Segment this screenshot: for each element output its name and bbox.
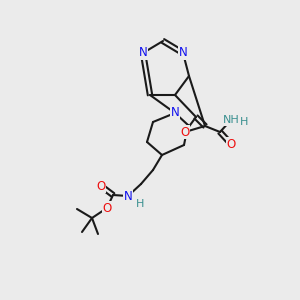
Text: O: O — [96, 179, 106, 193]
Text: O: O — [226, 137, 236, 151]
Text: N: N — [139, 46, 147, 59]
Text: O: O — [102, 202, 112, 214]
Text: H: H — [136, 199, 144, 209]
Text: H: H — [240, 117, 248, 127]
Text: N: N — [171, 106, 179, 119]
Text: N: N — [178, 46, 188, 59]
Text: O: O — [180, 125, 190, 139]
Text: N: N — [124, 190, 132, 202]
Text: NH: NH — [223, 115, 239, 125]
